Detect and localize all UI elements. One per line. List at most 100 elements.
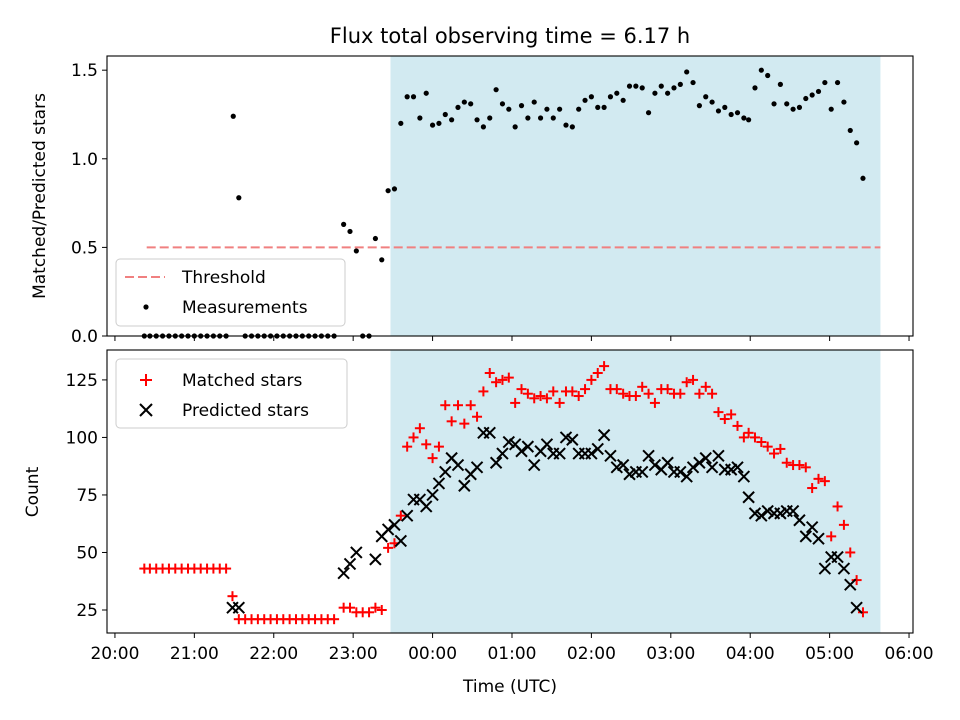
matched-star-point-45 bbox=[427, 453, 438, 464]
predicted-star-point-26-b bbox=[502, 435, 516, 449]
matched-star-point-78 bbox=[637, 381, 648, 392]
matched-star-point-103 bbox=[794, 460, 805, 471]
legend-matched-label: Matched stars bbox=[182, 371, 302, 391]
legend-predicted-swatch bbox=[139, 403, 153, 417]
top-legend: Threshold Measurements bbox=[115, 258, 346, 327]
matched-star-point-75 bbox=[618, 388, 629, 399]
measurement-point-65 bbox=[557, 106, 563, 112]
predicted-star-point-66-b bbox=[755, 509, 768, 522]
predicted-star-point-13 bbox=[420, 500, 433, 513]
predicted-star-point-57 bbox=[699, 451, 712, 465]
matched-star-point-36 bbox=[370, 602, 381, 613]
measurement-point-84 bbox=[677, 81, 683, 87]
measurement-point-105 bbox=[809, 92, 815, 98]
measurement-point-74 bbox=[614, 90, 620, 96]
bottom-x-tick-label-2: 22:00 bbox=[249, 644, 298, 664]
measurement-point-50 bbox=[461, 99, 467, 105]
predicted-star-point-34 bbox=[553, 447, 566, 460]
predicted-star-point-10 bbox=[400, 509, 414, 522]
matched-star-point-48 bbox=[446, 416, 457, 427]
predicted-star-point-2-b bbox=[337, 566, 350, 580]
matched-star-point-43 bbox=[414, 423, 425, 434]
measurement-point-80 bbox=[652, 90, 658, 96]
matched-star-point-35 bbox=[364, 607, 375, 618]
bottom-x-tick-label-10: 06:00 bbox=[885, 644, 934, 664]
predicted-star-point-42-b bbox=[604, 449, 617, 463]
top-y-tick-label-3: 1.5 bbox=[71, 61, 98, 81]
top-y-ticks: 0.0 0.5 1.0 1.5 bbox=[71, 61, 107, 347]
measurement-point-42 bbox=[410, 94, 417, 100]
predicted-star-point-28-b bbox=[515, 445, 528, 458]
predicted-star-point-12-b bbox=[413, 493, 427, 506]
predicted-star-point-9 bbox=[394, 534, 408, 548]
measurement-point-46 bbox=[436, 120, 442, 126]
predicted-star-point-80-b bbox=[844, 578, 857, 591]
predicted-star-point-18 bbox=[451, 458, 465, 472]
predicted-star-point-36 bbox=[566, 433, 579, 446]
measurement-point-104 bbox=[803, 95, 809, 102]
measurement-point-57 bbox=[506, 106, 512, 112]
predicted-star-point-74-b bbox=[805, 520, 819, 534]
matched-star-point-50 bbox=[459, 418, 470, 429]
measurement-point-44 bbox=[423, 90, 429, 96]
measurement-point-102 bbox=[790, 106, 796, 112]
measurement-point-71 bbox=[595, 104, 601, 110]
measurement-point-87 bbox=[696, 103, 702, 109]
matched-star-point-80 bbox=[649, 397, 660, 408]
predicted-star-point-5 bbox=[369, 553, 382, 566]
predicted-star-point-40 bbox=[591, 442, 604, 456]
measurement-point-89 bbox=[709, 99, 715, 105]
measurement-point-90 bbox=[715, 108, 722, 114]
predicted-star-point-8-b bbox=[388, 518, 401, 532]
measurement-point-52 bbox=[474, 117, 480, 123]
predicted-star-point-10-b bbox=[400, 509, 414, 522]
bottom-x-tick-label-0: 20:00 bbox=[90, 644, 139, 664]
matched-star-point-30 bbox=[329, 614, 340, 625]
matched-star-point-113 bbox=[857, 607, 868, 618]
matched-star-point-110 bbox=[838, 519, 849, 530]
matched-star-point-52 bbox=[472, 411, 483, 422]
measurement-point-86 bbox=[690, 79, 696, 86]
measurement-point-54 bbox=[487, 115, 493, 121]
legend-measurements-swatch bbox=[143, 304, 149, 310]
predicted-star-point-36-b bbox=[566, 433, 579, 446]
measurement-point-85 bbox=[684, 69, 690, 75]
matched-star-point-108 bbox=[826, 531, 837, 542]
predicted-star-point-30-b bbox=[528, 458, 541, 472]
matched-star-point-88 bbox=[700, 381, 711, 392]
predicted-star-point-16-b bbox=[439, 465, 452, 479]
predicted-star-point-44 bbox=[616, 458, 630, 472]
measurement-point-69 bbox=[582, 97, 588, 103]
predicted-star-point-25-b bbox=[496, 447, 509, 460]
predicted-star-point-21 bbox=[470, 461, 484, 474]
measurement-point-40 bbox=[398, 120, 404, 126]
bottom-x-tick-label-7: 03:00 bbox=[646, 644, 695, 664]
measurement-point-59 bbox=[518, 103, 525, 109]
matched-star-point-54 bbox=[484, 368, 495, 379]
predicted-star-point-14 bbox=[426, 488, 439, 502]
measurement-point-78 bbox=[639, 85, 645, 91]
predicted-star-point-57-b bbox=[699, 451, 712, 465]
bottom-y-tick-label-2: 75 bbox=[76, 486, 98, 506]
predicted-star-point-51-b bbox=[661, 456, 674, 469]
measurement-point-33 bbox=[353, 248, 359, 254]
predicted-star-point-49 bbox=[648, 458, 662, 472]
measurement-point-82 bbox=[665, 90, 671, 96]
predicted-star-point-66 bbox=[755, 509, 768, 522]
predicted-star-point-47 bbox=[636, 465, 649, 479]
predicted-star-point-58 bbox=[705, 461, 719, 474]
top-y-tick-label-1: 0.5 bbox=[71, 238, 98, 258]
matched-star-point-60 bbox=[522, 388, 533, 399]
predicted-star-point-74 bbox=[805, 520, 819, 534]
bottom-legend-box bbox=[115, 358, 348, 429]
predicted-star-point-64-b bbox=[742, 491, 755, 504]
predicted-star-point-48-b bbox=[642, 449, 655, 463]
predicted-star-point-81-b bbox=[850, 601, 863, 614]
matched-star-point-41 bbox=[402, 441, 413, 452]
predicted-star-point-7-b bbox=[381, 523, 395, 536]
measurement-point-94 bbox=[741, 115, 747, 121]
predicted-star-point-56 bbox=[693, 456, 706, 469]
matched-star-point-40 bbox=[395, 510, 406, 521]
matched-star-point-58 bbox=[510, 397, 521, 408]
predicted-star-point-47-b bbox=[636, 465, 649, 479]
